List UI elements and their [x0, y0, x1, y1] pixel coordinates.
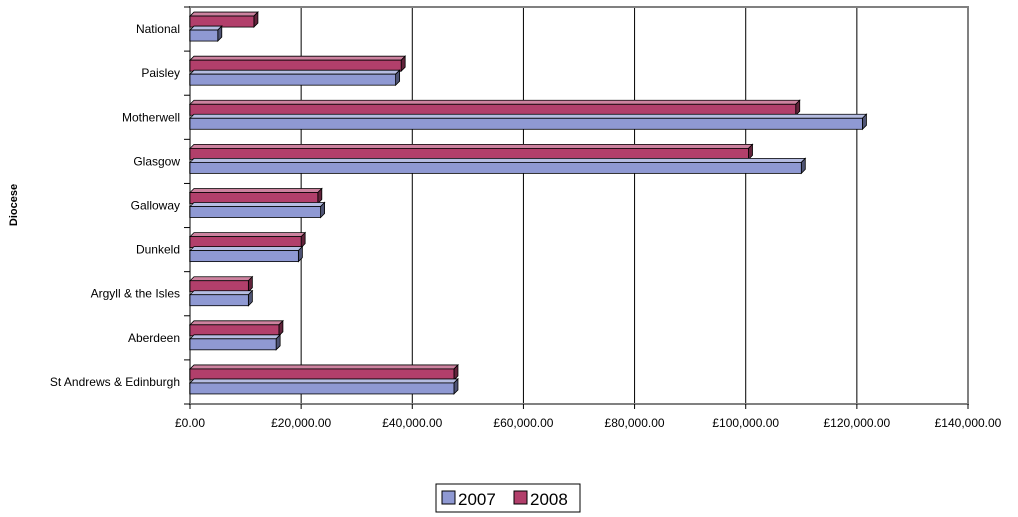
bar-top-face: [189, 202, 326, 207]
bar-top-face: [189, 232, 307, 238]
bar-front-face: [189, 368, 455, 381]
bar-top-face: [189, 378, 459, 384]
bar-top-face: [189, 55, 407, 61]
bar-front-face: [189, 294, 249, 307]
legend-swatch: [513, 490, 528, 505]
bar-top-face: [189, 143, 754, 149]
bar-2007: [189, 69, 401, 87]
bar-front-face: [189, 192, 319, 204]
category-label: Galloway: [131, 199, 180, 213]
bar-top-face: [189, 99, 801, 105]
bar-front-face: [189, 161, 802, 174]
x-tick-label: £40,000.00: [382, 416, 442, 430]
bar-2008: [189, 99, 801, 117]
bar-top-face: [189, 320, 284, 326]
bar-2008: [189, 363, 459, 381]
legend-box: [435, 483, 581, 513]
x-tick-label: £100,000.00: [712, 416, 779, 430]
bar-2007: [189, 157, 807, 175]
bar-front-face: [189, 206, 321, 218]
category-labels: National Paisley Motherwell Glasgow Galloway…: [50, 6, 190, 405]
bar-front-face: [189, 29, 219, 42]
x-tick-label: £20,000.00: [271, 416, 331, 430]
bars: [189, 11, 868, 395]
category-label: Aberdeen: [128, 331, 180, 345]
bar-top-face: [189, 25, 223, 31]
category-label: Paisley: [141, 66, 180, 80]
bar-top-face: [189, 11, 259, 17]
bar-front-face: [189, 280, 249, 293]
bar-front-face: [189, 59, 402, 72]
y-axis-title: Diocese: [8, 184, 20, 226]
x-tick-label: £60,000.00: [493, 416, 553, 430]
bar-2007: [189, 333, 282, 351]
category-label: Glasgow: [133, 154, 180, 168]
plot-area-frame: [189, 6, 969, 405]
bar-top-face: [189, 188, 323, 193]
bar-top-face: [189, 364, 459, 370]
legend-swatch: [441, 490, 456, 505]
bar-2007: [189, 245, 304, 263]
legend: 2007 2008: [435, 483, 581, 513]
x-axis-ticks: £0.00 £20,000.00 £40,000.00 £60,000.00 £80,0…: [175, 404, 1002, 430]
bar-top-face: [189, 276, 254, 282]
bar-2008: [189, 55, 407, 73]
bar-2008: [189, 231, 307, 249]
category-label: Motherwell: [122, 110, 180, 124]
x-tick-label: £0.00: [175, 416, 205, 430]
category-label: St Andrews & Edinburgh: [50, 375, 180, 389]
category-label: National: [136, 22, 180, 36]
bar-front-face: [189, 147, 749, 160]
bar-2008: [189, 275, 254, 293]
bar-front-face: [189, 73, 397, 86]
bar-front-face: [189, 250, 299, 263]
bar-front-face: [189, 103, 797, 116]
legend-label: 2007: [458, 490, 496, 509]
bar-2007: [189, 113, 868, 131]
gridlines: [300, 7, 858, 404]
category-label: Argyll & the Isles: [91, 287, 180, 301]
bar-2008: [189, 319, 284, 337]
bar-front-face: [189, 324, 280, 337]
bar-2008: [189, 143, 754, 161]
bar-front-face: [189, 117, 863, 130]
bar-2007: [189, 25, 223, 43]
bar-top-face: [189, 290, 254, 296]
category-label: Dunkeld: [136, 243, 180, 257]
bar-2008: [189, 187, 323, 205]
legend-label: 2008: [530, 490, 568, 509]
x-tick-label: £80,000.00: [605, 416, 665, 430]
bar-top-face: [189, 246, 304, 252]
bar-front-face: [189, 382, 455, 395]
bar-front-face: [189, 236, 302, 249]
bar-top-face: [189, 69, 401, 75]
bar-2007: [189, 201, 326, 219]
bar-2007: [189, 377, 459, 395]
bar-top-face: [189, 157, 807, 163]
bar-top-face: [189, 334, 282, 340]
x-tick-label: £120,000.00: [823, 416, 890, 430]
bar-2007: [189, 289, 254, 307]
x-tick-label: £140,000.00: [935, 416, 1002, 430]
bar-top-face: [189, 113, 868, 119]
bar-2008: [189, 11, 259, 29]
bar-front-face: [189, 338, 277, 351]
